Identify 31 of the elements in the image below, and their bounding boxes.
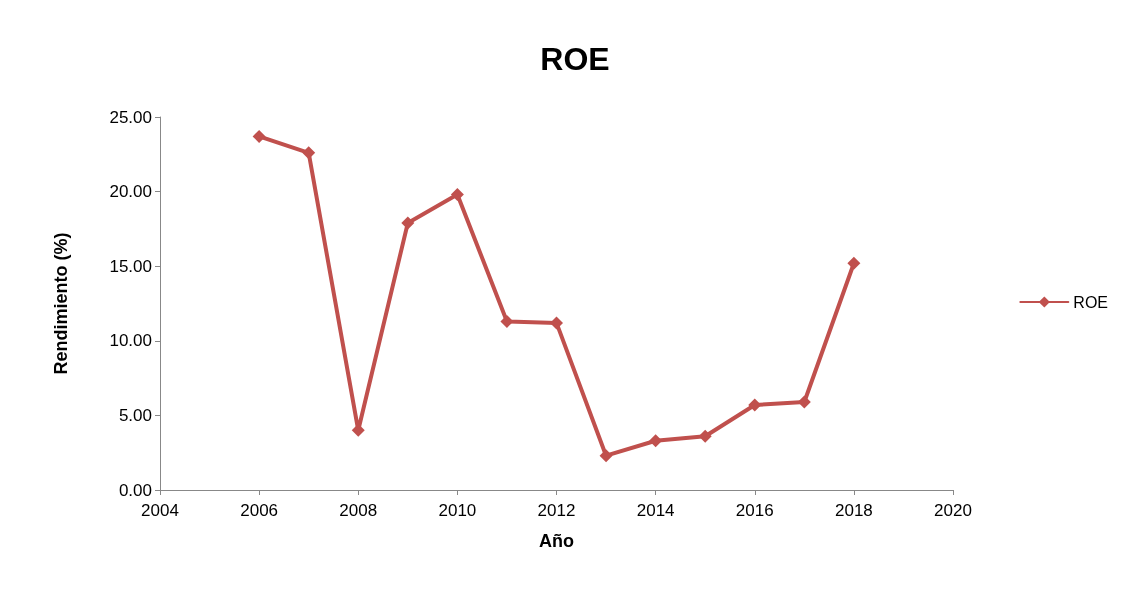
point	[500, 314, 514, 328]
x-tick-label: 2020	[934, 501, 972, 520]
y-axis-title: Rendimiento (%)	[51, 232, 71, 375]
x-tick-label: 2004	[141, 501, 179, 520]
y-tick-label: 0.00	[118, 480, 152, 500]
x-tick-label: 2014	[636, 501, 675, 520]
point	[302, 146, 316, 160]
y-tick-label: 5.00	[118, 405, 152, 425]
x-axis-title: Año	[539, 531, 574, 551]
x-tick-label: 2008	[339, 501, 378, 520]
point	[698, 429, 712, 443]
point	[649, 434, 663, 448]
chart-title: ROE	[540, 41, 610, 77]
point	[550, 316, 563, 330]
x-tick-label: 2006	[240, 501, 279, 520]
point	[450, 188, 464, 202]
legend-label: ROE	[1073, 293, 1108, 311]
x-tick-label: 2018	[834, 501, 873, 520]
y-tick-label: 15.00	[109, 256, 152, 276]
point	[797, 395, 811, 409]
point	[401, 216, 415, 230]
x-tick-label: 2012	[537, 501, 576, 520]
y-tick-label: 10.00	[109, 331, 152, 351]
point	[599, 449, 613, 463]
x-tick-label: 2010	[438, 501, 477, 520]
point	[252, 129, 266, 143]
x-tick-label: 2016	[735, 501, 774, 520]
point	[748, 398, 762, 412]
y-tick-label: 25.00	[109, 107, 152, 127]
y-tick-label: 20.00	[109, 182, 152, 202]
point	[847, 256, 861, 270]
